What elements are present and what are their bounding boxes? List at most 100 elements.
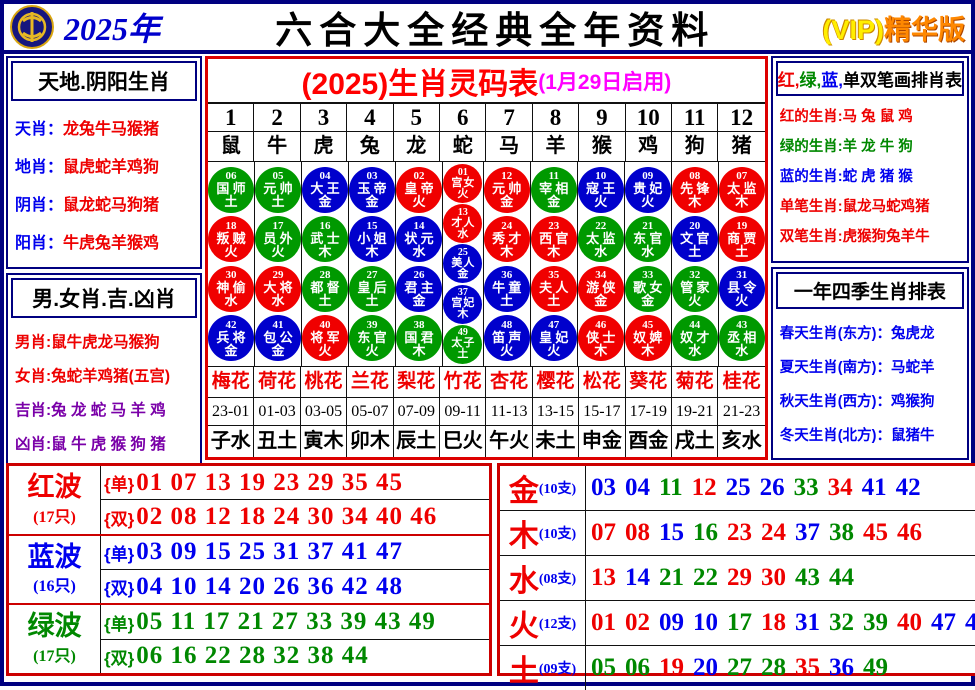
category-label: 地肖： [15,159,64,176]
ball-element: 水 [224,293,238,309]
row-value: 鼠龙马蛇鸡猪 [842,199,930,215]
ball-role: 管家 [680,280,713,296]
number-ball: 21 东官水 [624,216,671,263]
column-time-range: 03-05 [301,398,348,425]
ball-number: 29 [272,269,284,282]
element-label: 木 (10支) [500,511,586,555]
number-ball: 30 神偷水 [208,265,254,312]
wave-group: 蓝波 (16只) {单} 03 09 15 25 31 37 41 47 {双} 04 1… [9,535,489,606]
ball-number: 30 [225,269,237,282]
number-ball: 49 太子土 [443,324,483,364]
ball-role: 秀才 [492,230,525,246]
ball-element: 水 [457,227,469,240]
element-numbers: 01 02 09 10 17 18 31 32 39 40 47 48 [586,609,975,637]
ball-role: 君主 [404,280,437,296]
category-label: 阴肖： [15,197,64,214]
element-label: 火 (12支) [500,601,586,645]
number-ball: 20 文官土 [671,216,718,263]
ball-column: 01 宫女火 13 才人水 25 美人金 37 宫妃木 49 太子土 [443,162,484,366]
element-number: 22 [693,564,718,591]
ball-role: 小姐 [357,230,390,246]
edition-label: 精华版 [884,14,965,45]
row-value: 马 兔 鼠 鸡 [842,109,913,125]
ball-role: 牛童 [492,280,525,296]
ball-role: 游侠 [586,280,619,296]
column-branch-element: 丑土 [254,426,301,457]
number-ball: 06 国师土 [208,166,254,213]
ball-number: 11 [548,170,559,183]
column-number: 11 [672,104,719,131]
ball-role: 包公 [263,329,296,345]
column-animal: 蛇 [440,132,487,161]
ball-number: 01 [457,166,468,178]
number-ball: 17 员外火 [255,216,301,263]
color-zodiac-row: 单笔生肖:鼠龙马蛇鸡猪 [773,195,967,216]
row-value: 蛇 虎 猪 猴 [842,169,913,185]
column-number: 3 [301,104,348,131]
zodiac-category-row: 女肖:兔蛇羊鸡猪(五宫) [8,364,200,386]
ball-number: 07 [736,170,748,183]
wave-number-rows: {单} 01 07 13 19 23 29 35 45 {双} 02 08 12 18… [101,466,489,534]
element-number: 23 [727,519,752,546]
number-ball: 29 大将水 [255,265,301,312]
column-flower: 杏花 [486,367,533,397]
column-time-range: 23-01 [208,398,255,425]
row-label: 单笔生肖: [779,199,843,215]
row-label: 红的生肖: [779,109,843,125]
title-segment: 单双笔画排肖表 [843,71,962,90]
ball-element: 火 [547,342,561,358]
ball-number: 02 [413,170,425,183]
category-label: 女肖: [15,368,52,385]
zodiac-category-row: 地肖：鼠虎蛇羊鸡狗 [8,153,200,177]
ball-column: 05 元帅土 17 员外火 29 大将水 41 包公金 [255,162,302,366]
element-number: 38 [829,519,854,546]
element-name: 土 [508,655,539,688]
column-time-range: 15-17 [579,398,626,425]
column-branch-element: 寅木 [301,426,348,457]
zodiac-code-table: (2025)生肖灵码表 (1月29日启用) 1 2 3 4 5 6 7 8 9 10 11 12 鼠牛… [205,56,768,460]
column-animal: 虎 [301,132,348,161]
ball-number: 41 [272,318,284,331]
number-ball: 27 皇后土 [349,265,395,312]
element-number: 09 [659,609,684,636]
ball-number: 27 [366,269,378,282]
element-number: 42 [895,474,921,501]
ball-number: 15 [366,219,378,232]
row-label: 春天生肖(东方)： [779,326,891,342]
column-number: 6 [440,104,487,131]
column-flower: 梅花 [208,367,255,397]
ball-element: 金 [224,342,238,358]
column-number: 9 [579,104,626,131]
ball-element: 金 [271,342,285,358]
ball-role: 国君 [404,329,437,345]
wave-name: 蓝波 [27,541,82,572]
wave-name: 红波 [27,471,82,502]
ball-role: 先锋 [680,181,713,197]
number-ball: 02 皇帝火 [396,166,442,213]
column-flower: 樱花 [533,367,580,397]
element-number: 11 [659,474,683,501]
number-ball: 28 都督土 [302,265,348,312]
number-ball: 01 宫女火 [443,164,483,204]
wave-label: 蓝波 (16只) [9,535,101,604]
ball-role: 笛声 [492,329,525,345]
male-female-panel-title: 男.女肖.吉.凶肖 [11,278,197,318]
number-ball: 05 元帅土 [255,166,301,213]
number-ball: 14 状元水 [396,216,442,263]
ball-role: 歌女 [633,280,666,296]
row-value: 兔虎龙 [890,326,935,342]
ball-element: 土 [224,194,238,210]
ball-role: 将军 [310,329,343,345]
ball-number: 42 [225,318,237,331]
season-zodiac-row: 冬天生肖(北方)：鼠猪牛 [773,424,967,445]
ball-element: 木 [457,308,469,321]
column-number: 4 [347,104,394,131]
number-ball: 37 宫妃木 [443,284,483,324]
row-label: 绿的生肖: [779,139,843,155]
element-number: 02 [625,609,650,636]
element-number: 17 [727,609,752,636]
logo-icon [10,5,54,49]
element-number: 47 [931,609,956,636]
column-flower: 桂花 [722,371,761,392]
ball-number: 25 [457,246,468,258]
